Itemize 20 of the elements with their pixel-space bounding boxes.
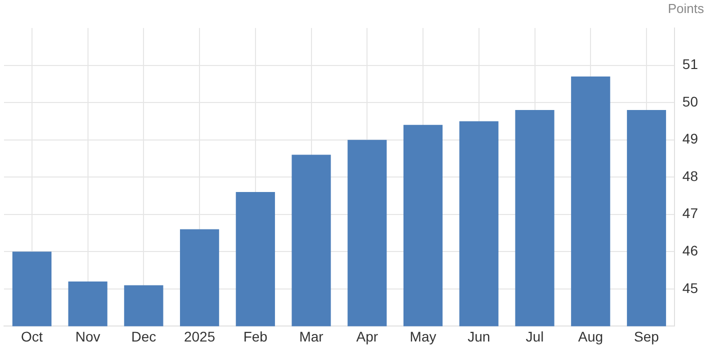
y-tick-label: 47 — [682, 205, 698, 222]
y-tick-label: 49 — [682, 130, 698, 147]
y-axis-title: Points — [668, 1, 704, 16]
y-tick-label: 50 — [682, 93, 698, 110]
x-tick-label: Nov — [75, 328, 100, 344]
x-tick-label: Sep — [634, 328, 660, 344]
y-tick-label: 45 — [682, 280, 698, 296]
x-tick-label: Dec — [131, 328, 156, 344]
x-tick-label: Aug — [578, 328, 604, 344]
x-tick-label: May — [410, 328, 436, 344]
x-tick-label: Jun — [468, 328, 490, 344]
y-tick-label: 46 — [682, 242, 698, 259]
y-tick-label: 48 — [682, 168, 698, 184]
y-tick-label: 51 — [682, 56, 698, 72]
x-tick-label: Feb — [243, 328, 268, 344]
x-tick-label: Jul — [526, 328, 544, 344]
x-tick-label: Oct — [21, 328, 43, 344]
x-tick-label: 2025 — [184, 328, 216, 344]
x-tick-label: Mar — [299, 328, 324, 344]
x-tick-label: Apr — [356, 328, 378, 344]
